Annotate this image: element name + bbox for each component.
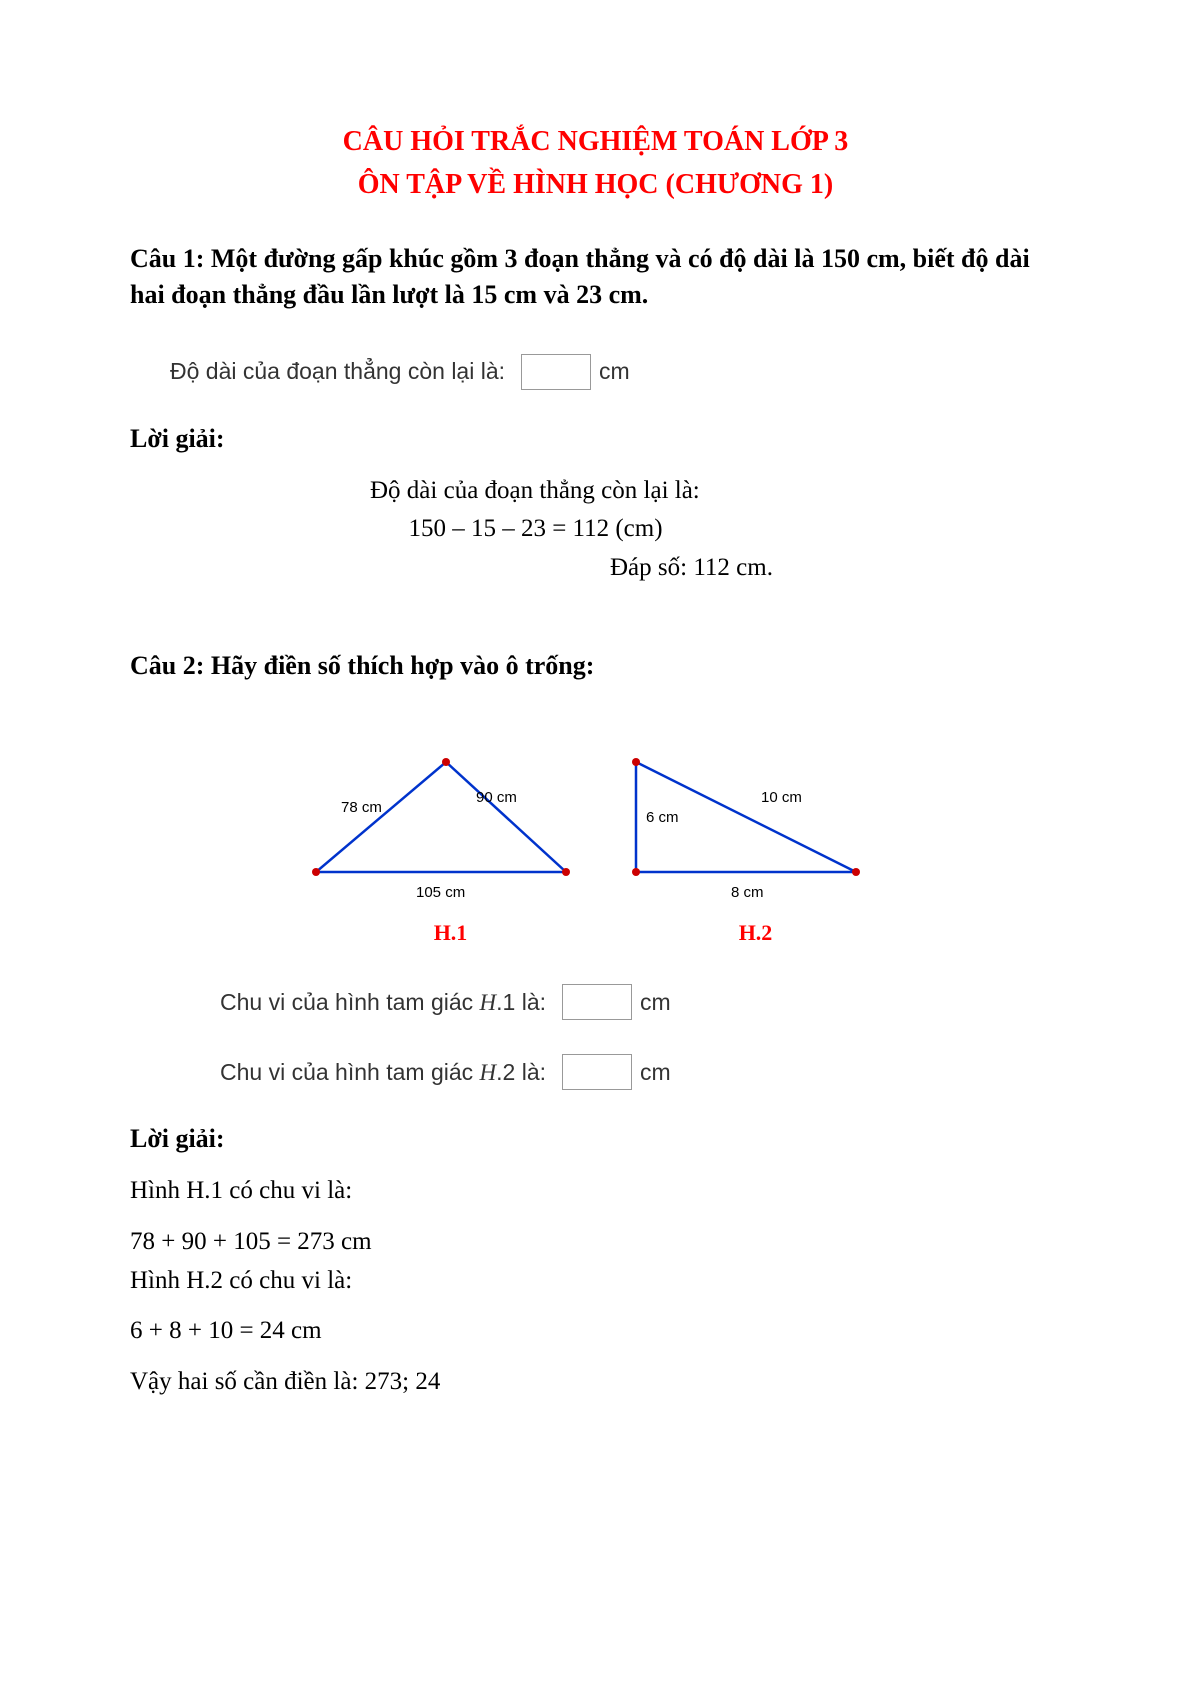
triangle-h1-vertex-right bbox=[562, 868, 570, 876]
triangle-h1-side-left: 78 cm bbox=[341, 799, 382, 816]
figure-h1: 78 cm 90 cm 105 cm H.1 bbox=[306, 752, 596, 946]
figure-h2: 6 cm 10 cm 8 cm H.2 bbox=[626, 752, 886, 946]
q2-fill2-var: H bbox=[480, 1060, 497, 1085]
q2-fill2-suffix: .2 là: bbox=[496, 1059, 546, 1085]
triangle-h1-side-right: 90 cm bbox=[476, 789, 517, 806]
q2-unit-1: cm bbox=[640, 989, 671, 1016]
q2-fill2-label: Chu vi của hình tam giác H.2 là: bbox=[220, 1059, 546, 1086]
q2-fill-row-2: Chu vi của hình tam giác H.2 là: cm bbox=[220, 1054, 1061, 1090]
q2-blank-input-2[interactable] bbox=[562, 1054, 632, 1090]
q2-fill1-label: Chu vi của hình tam giác H.1 là: bbox=[220, 989, 546, 1016]
q2-fill-row-1: Chu vi của hình tam giác H.1 là: cm bbox=[220, 984, 1061, 1020]
figure-h2-caption: H.2 bbox=[739, 920, 773, 946]
q1-fill-label: Độ dài của đoạn thẳng còn lại là: bbox=[170, 358, 505, 385]
title-line-1: CÂU HỎI TRẮC NGHIỆM TOÁN LỚP 3 bbox=[130, 120, 1061, 163]
triangle-h2-side-bottom: 8 cm bbox=[731, 884, 764, 901]
q1-prompt: Câu 1: Một đường gấp khúc gồm 3 đoạn thẳ… bbox=[130, 241, 1061, 314]
triangle-h2-svg: 6 cm 10 cm 8 cm bbox=[626, 752, 886, 912]
figures-row: 78 cm 90 cm 105 cm H.1 6 cm 10 cm 8 cm H… bbox=[130, 752, 1061, 946]
q2-fill1-suffix: .1 là: bbox=[496, 989, 546, 1015]
triangle-h1-vertex-left bbox=[312, 868, 320, 876]
triangle-h2-side-right: 10 cm bbox=[761, 789, 802, 806]
q2-sol-line1: Hình H.1 có chu vi là: bbox=[130, 1172, 1061, 1211]
q1-sol-line3: Đáp số: 112 cm. bbox=[130, 549, 1061, 588]
q2-sol-line3: Hình H.2 có chu vi là: bbox=[130, 1262, 1061, 1301]
triangle-h1-side-bottom: 105 cm bbox=[416, 884, 465, 901]
q2-sol-line2: 78 + 90 + 105 = 273 cm bbox=[130, 1223, 1061, 1262]
triangle-h2-vertex-left bbox=[632, 868, 640, 876]
triangle-h1-edges bbox=[316, 762, 566, 872]
title-block: CÂU HỎI TRẮC NGHIỆM TOÁN LỚP 3 ÔN TẬP VỀ… bbox=[130, 120, 1061, 207]
q1-blank-input[interactable] bbox=[521, 354, 591, 390]
triangle-h2-vertex-right bbox=[852, 868, 860, 876]
q2-fill1-prefix: Chu vi của hình tam giác bbox=[220, 989, 480, 1015]
q2-fill1-var: H bbox=[480, 990, 497, 1015]
title-line-2: ÔN TẬP VỀ HÌNH HỌC (CHƯƠNG 1) bbox=[130, 163, 1061, 206]
q1-answer-heading: Lời giải: bbox=[130, 424, 1061, 454]
triangle-h2-side-left: 6 cm bbox=[646, 809, 679, 826]
q1-sol-line2: 150 – 15 – 23 = 112 (cm) bbox=[130, 510, 1061, 549]
q2-fill2-prefix: Chu vi của hình tam giác bbox=[220, 1059, 480, 1085]
q2-sol-line4: 6 + 8 + 10 = 24 cm bbox=[130, 1312, 1061, 1351]
triangle-h2-vertex-top bbox=[632, 758, 640, 766]
q2-prompt: Câu 2: Hãy điền số thích hợp vào ô trống… bbox=[130, 648, 1061, 684]
page: CÂU HỎI TRẮC NGHIỆM TOÁN LỚP 3 ÔN TẬP VỀ… bbox=[0, 0, 1191, 1684]
q2-unit-2: cm bbox=[640, 1059, 671, 1086]
triangle-h1-vertex-top bbox=[442, 758, 450, 766]
triangle-h1-svg: 78 cm 90 cm 105 cm bbox=[306, 752, 596, 912]
q1-fill-row: Độ dài của đoạn thẳng còn lại là: cm bbox=[170, 354, 1061, 390]
q1-solution: Độ dài của đoạn thẳng còn lại là: 150 – … bbox=[130, 472, 1061, 588]
q1-sol-line1: Độ dài của đoạn thẳng còn lại là: bbox=[130, 472, 1061, 511]
q2-blank-input-1[interactable] bbox=[562, 984, 632, 1020]
q2-answer-heading: Lời giải: bbox=[130, 1124, 1061, 1154]
figure-h1-caption: H.1 bbox=[434, 920, 468, 946]
q2-sol-line5: Vậy hai số cần điền là: 273; 24 bbox=[130, 1363, 1061, 1402]
q2-solution: Hình H.1 có chu vi là: 78 + 90 + 105 = 2… bbox=[130, 1172, 1061, 1402]
q1-unit: cm bbox=[599, 358, 630, 385]
